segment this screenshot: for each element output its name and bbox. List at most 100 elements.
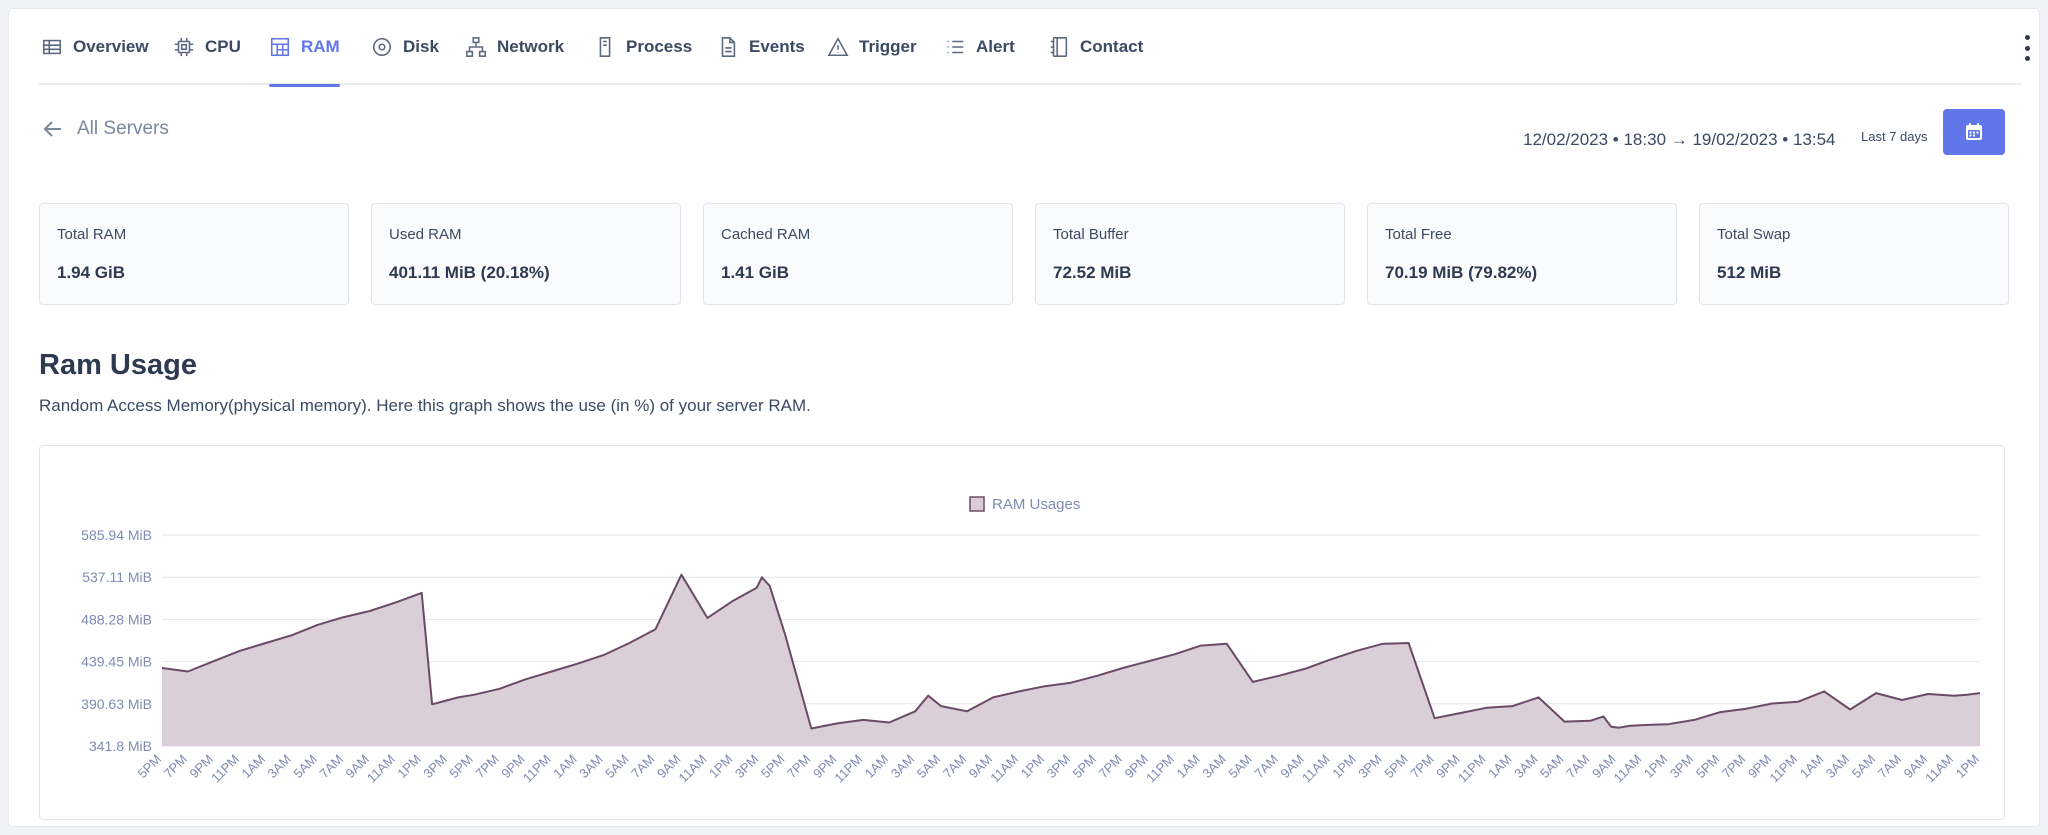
x-tick-label: 11AM [1299,752,1333,786]
x-tick-label: 5PM [758,752,788,782]
x-tick-label: 1PM [1018,752,1048,782]
x-tick-label: 3AM [888,752,918,782]
x-tick-label: 5PM [1381,752,1411,782]
x-tick-label: 3PM [1667,752,1697,782]
x-tick-label: 5PM [135,752,165,782]
x-tick-label: 11AM [987,752,1021,786]
ram-usage-chart: 341.8 MiB 390.63 MiB 439.45 MiB 488.28 MiB 5… [39,445,2005,820]
x-tick-label: 1AM [1485,752,1515,782]
section-title: Ram Usage [39,349,197,381]
x-tick-label: 7PM [1096,752,1126,782]
tab-label: Contact [1080,37,1144,56]
tab-label: Network [497,37,565,56]
x-tick-label: 1PM [1953,752,1983,782]
table-icon [42,39,62,55]
x-tick-label: 1AM [862,752,892,782]
list-icon [947,40,964,54]
card-value: 72.52 MiB [1053,263,1132,282]
tab-label: Trigger [859,37,917,56]
tab-label: Disk [403,37,439,56]
x-tick-label: 1PM [1329,752,1359,782]
x-tick-label: 7AM [1875,752,1905,782]
card-label: Used RAM [389,226,462,243]
x-tick-label: 11PM [831,752,865,786]
x-tick-label: 7PM [161,752,191,782]
contact-book-icon [1050,37,1068,57]
disk-icon [372,37,392,57]
tab-alert[interactable]: Alert [944,9,1015,85]
card-value: 512 MiB [1717,263,1782,282]
x-tick-label: 5AM [602,752,632,782]
series-line [161,573,1981,730]
series-area [162,574,1980,746]
card-value: 1.41 GiB [721,263,790,282]
arrow-left-icon [43,121,61,137]
back-to-all-servers-link[interactable]: All Servers [41,117,169,141]
y-tick-label: 341.8 MiB [89,738,152,754]
card-label: Total Free [1385,226,1452,243]
x-tick-label: 11PM [1455,752,1489,786]
y-tick-label: 439.45 MiB [81,654,152,670]
x-tick-label: 3AM [576,752,606,782]
legend-label: RAM Usages [992,496,1080,513]
x-tick-label: 11AM [1611,752,1645,786]
tab-cpu[interactable]: CPU [173,9,241,85]
warning-icon [827,37,849,57]
x-tick-label: 1PM [1641,752,1671,782]
tab-contact[interactable]: Contact [1048,9,1143,85]
y-tick-label: 390.63 MiB [81,696,152,712]
calendar-button[interactable] [1943,109,2005,155]
network-icon [466,37,486,57]
x-tick-label: 11AM [1922,752,1956,786]
x-tick-label: 1PM [394,752,424,782]
process-icon [599,37,611,57]
tab-events[interactable]: Events [717,9,805,85]
card-label: Cached RAM [721,226,811,243]
x-tick-label: 7AM [628,752,658,782]
tab-bar: Overview CPU RAM Disk Network Process Events Tr… [39,9,2021,87]
x-tick-label: 3PM [1044,752,1074,782]
x-tick-label: 1AM [1173,752,1203,782]
tab-network[interactable]: Network [465,9,564,85]
x-tick-label: 7AM [1563,752,1593,782]
x-tick-label: 7AM [1251,752,1281,782]
x-tick-label: 11AM [676,752,710,786]
tab-label: Process [626,37,693,56]
tab-trigger[interactable]: Trigger [827,9,917,85]
x-tick-label: 1AM [550,752,580,782]
tab-process[interactable]: Process [594,9,692,85]
y-tick-label: 488.28 MiB [81,611,152,627]
card-value: 70.19 MiB (79.82%) [1385,263,1538,282]
date-range-label: 12/02/2023 • 18:30 → 19/02/2023 • 13:54 [1523,130,1836,149]
file-icon [721,37,736,57]
x-tick-label: 7AM [316,752,346,782]
x-tick-label: 7PM [784,752,814,782]
more-options-icon[interactable] [2019,35,2035,61]
x-tick-label: 1AM [1797,752,1827,782]
tab-label: Alert [976,37,1015,56]
card-label: Total RAM [57,226,127,243]
layout-icon [270,37,290,57]
tab-disk[interactable]: Disk [371,9,439,85]
tab-label: Events [749,37,805,56]
cached-ram-card: Cached RAM 1.41 GiB [703,203,1013,305]
x-tick-label: 3PM [1355,752,1385,782]
page-panel: Overview CPU RAM Disk Network Process Events Tr… [8,8,2040,827]
total-buffer-card: Total Buffer 72.52 MiB [1035,203,1345,305]
x-tick-label: 11AM [364,752,398,786]
chart-svg: 341.8 MiB 390.63 MiB 439.45 MiB 488.28 MiB 5… [81,496,1983,786]
x-tick-label: 11PM [520,752,554,786]
x-tick-label: 3AM [1511,752,1541,782]
total-ram-card: Total RAM 1.94 GiB [39,203,349,305]
tab-overview[interactable]: Overview [41,9,149,85]
legend-swatch [969,496,985,512]
x-tick-label: 1PM [706,752,736,782]
x-tick-label: 5AM [1537,752,1567,782]
x-tick-label: 11PM [1766,752,1800,786]
x-tick-label: 3AM [264,752,294,782]
x-tick-label: 7PM [1719,752,1749,782]
x-tick-label: 7PM [472,752,502,782]
x-tick-label: 3AM [1823,752,1853,782]
tab-ram[interactable]: RAM [269,9,340,87]
x-tick-label: 11PM [208,752,242,786]
